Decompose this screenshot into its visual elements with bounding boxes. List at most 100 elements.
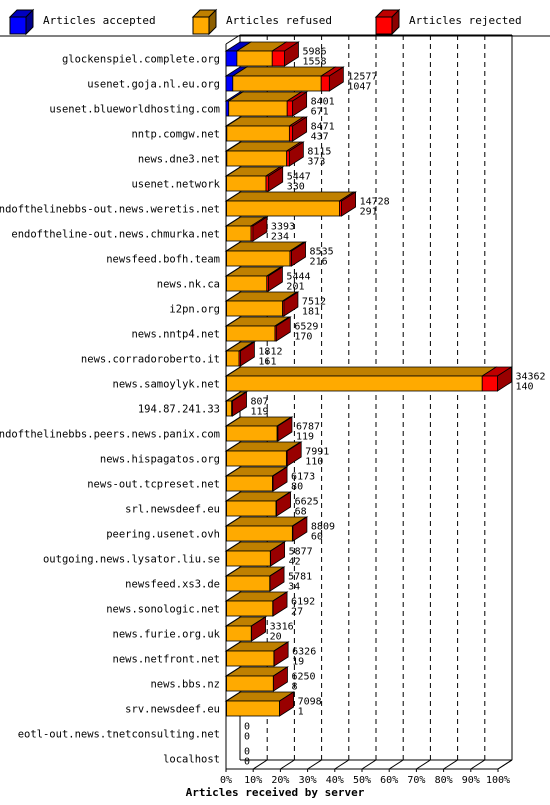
bar-row [224, 116, 309, 142]
value-label-total: 5781 [288, 572, 312, 583]
bar-segment-accepted [225, 100, 230, 117]
bar-row [224, 191, 357, 217]
value-label-total: 5447 [287, 172, 311, 183]
value-label-total: 0 [244, 747, 250, 758]
bar-side [232, 391, 247, 417]
value-label-total: 5986 [302, 47, 326, 58]
value-label-rejected: 119 [251, 407, 269, 418]
x-tick-label: 50% [353, 775, 371, 786]
bar-segment-refused [232, 75, 322, 92]
bar-row [224, 616, 267, 642]
value-label-total: 8809 [311, 522, 335, 533]
server-label: news.dne3.net [138, 154, 220, 166]
server-label: endofthelinebbs.peers.news.panix.com [0, 429, 220, 441]
server-label: news.nntp4.net [131, 329, 220, 341]
server-label: news.samoylyk.net [113, 379, 220, 391]
bar-top-refused [225, 191, 355, 202]
x-axis: 0% 10% 20% 30% 40% 50% 60% 70% 80% 90% 100% [220, 769, 510, 786]
server-label: endofthelinebbs-out.news.weretis.net [0, 204, 220, 216]
floor-gridline [416, 759, 431, 770]
bar-side [497, 366, 512, 392]
server-label: news.furie.org.uk [113, 629, 221, 641]
bar-segment-refused [226, 400, 233, 417]
bar-side [240, 341, 255, 367]
bar-segment-refused [226, 225, 252, 242]
legend-label-refused: Articles refused [226, 14, 332, 27]
bars [224, 41, 513, 717]
bar-row [224, 391, 248, 417]
value-label-rejected: 671 [311, 107, 329, 118]
bar-segment-rejected [265, 175, 270, 192]
bar-row [224, 666, 289, 692]
legend-swatch-front [375, 16, 393, 35]
x-tick-label: 100% [486, 775, 510, 786]
bar-row [224, 341, 256, 367]
bar-row [224, 541, 286, 567]
bar-row [224, 141, 305, 167]
bar-segment-refused [226, 200, 340, 217]
value-label-rejected: 1047 [347, 82, 371, 93]
bar-segment-refused [226, 450, 287, 467]
bar-segment-refused [226, 575, 271, 592]
value-label-rejected: 68 [295, 507, 307, 518]
value-label-total: 8471 [311, 122, 335, 133]
value-label-total: 7991 [305, 447, 329, 458]
bar-side [292, 91, 308, 117]
value-label-rejected: 0 [244, 732, 250, 743]
value-label-rejected: 42 [289, 557, 301, 568]
value-label-rejected: 201 [286, 282, 304, 293]
bar-side [284, 41, 299, 67]
bar-segment-refused [226, 275, 268, 292]
value-label-rejected: 110 [305, 457, 323, 468]
x-axis-title: Articles received by server [186, 786, 365, 799]
legend-label-rejected: Articles rejected [409, 14, 522, 27]
server-label: newsfeed.xs3.de [125, 579, 220, 591]
floor-gridline [334, 759, 350, 770]
bar-row [224, 691, 295, 717]
value-label-total: 34362 [515, 372, 545, 383]
server-label: news.nk.ca [157, 279, 220, 291]
server-label: glockenspiel.complete.org [62, 54, 220, 66]
floor-gridline [252, 759, 268, 770]
value-label-total: 6625 [295, 497, 319, 508]
bar-side [292, 516, 308, 542]
x-tick-label: 70% [407, 775, 425, 786]
server-label: peering.usenet.ovh [106, 529, 220, 541]
floor-gridline [307, 759, 322, 770]
value-label-total: 8115 [307, 147, 331, 158]
bar-row [224, 241, 307, 267]
bar-row [224, 266, 284, 292]
bar-segment-refused [226, 475, 273, 492]
bar-segment-refused [226, 500, 277, 517]
bar-row [224, 466, 289, 492]
value-label-rejected: 140 [515, 382, 533, 393]
x-tick-label: 60% [380, 775, 398, 786]
bar-row [224, 41, 300, 67]
bar-side [251, 616, 266, 642]
bar-segment-accepted [225, 50, 238, 67]
bar-segment-rejected [481, 375, 498, 392]
floor-gridline [497, 759, 513, 770]
bar-side [269, 566, 285, 592]
server-label: news.netfront.net [113, 654, 220, 666]
floor-gridline [470, 759, 486, 770]
value-label-rejected: 1558 [302, 57, 326, 68]
server-label: usenet.blueworldhosting.com [49, 104, 220, 116]
bar-segment-refused [226, 325, 276, 342]
bar-segment-refused [226, 675, 274, 692]
server-label: newsfeed.bofh.team [106, 254, 220, 266]
server-label: localhost [163, 754, 220, 766]
bar-side [292, 116, 308, 142]
bar-segment-refused [226, 525, 293, 542]
value-label-rejected: 373 [307, 157, 325, 168]
value-label-total: 12577 [347, 72, 377, 83]
value-label-rejected: 291 [360, 207, 378, 218]
bar-row [224, 566, 286, 592]
bar-side [276, 491, 291, 517]
value-label-rejected: 119 [296, 432, 314, 443]
bar-side [268, 266, 283, 292]
legend-item-refused: Articles refused [191, 8, 332, 36]
